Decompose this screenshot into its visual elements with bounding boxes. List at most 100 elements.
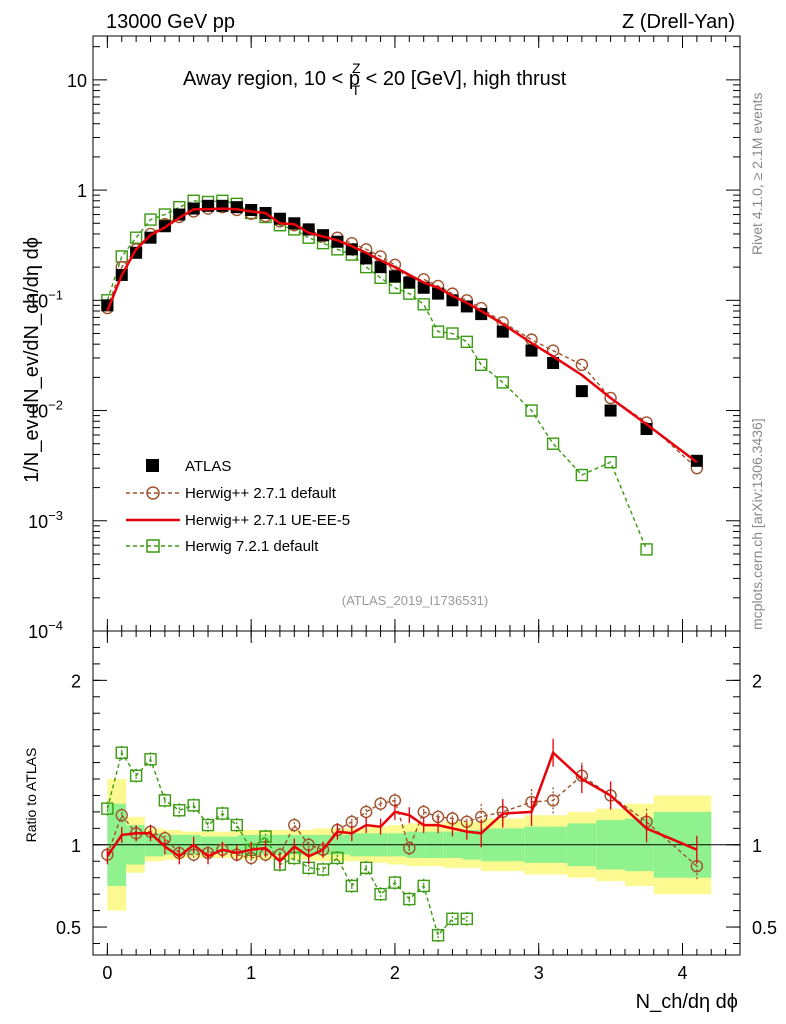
ratio-y-tick-label-right: 1: [752, 836, 762, 856]
ratio-herwig_7-point: [201, 818, 215, 832]
main-herwig_7-point: [431, 325, 445, 338]
ratio-herwig_pp_default-point: [374, 797, 387, 810]
rivet-version-label: Rivet 4.1.0, ≥ 2.1M events: [749, 92, 765, 255]
plot-title: Away region, 10 < pZ T < 20 [GeV], high t…: [183, 60, 567, 98]
ratio-herwig_7-point: [158, 794, 172, 807]
y-tick-label: 1: [77, 181, 87, 201]
ratio-herwig_7-point: [144, 753, 157, 766]
y-tick-label: 10: [67, 71, 87, 91]
x-tick-label: 4: [677, 963, 687, 983]
ratio-herwig_pp_default-point: [288, 818, 301, 832]
main-herwig_7-point: [546, 437, 560, 450]
ratio-herwig_7-point: [331, 851, 344, 865]
x-axis-label: N_ch/dη dϕ: [636, 991, 738, 1013]
ratio-herwig_7-point: [316, 863, 330, 876]
ratio-uncertainty-band: [93, 779, 740, 911]
ratio-y-tick-label: 2: [71, 671, 81, 691]
main-atlas-point: [496, 325, 509, 338]
main-herwig_7-point: [129, 231, 143, 244]
ratio-y-tick-label-right: 0.5: [752, 918, 777, 938]
ratio-herwig_7-point: [460, 912, 474, 926]
plot-title-main: Away region, 10 < p: [183, 68, 360, 90]
main-herwig_pp_default-line: [106, 206, 698, 469]
ratio-herwig_7-point: [431, 929, 445, 942]
ratio-y-tick-label-right: 2: [752, 671, 762, 691]
ratio-y-tick-label: 0.5: [56, 918, 81, 938]
ratio-herwig_pp_default-point: [115, 809, 128, 822]
ratio-frame: [92, 630, 741, 956]
y-axis-label-main: 1/N_ev dN_ev/dN_ch/dη dϕ: [21, 237, 43, 483]
plot-title-sup: Z: [352, 60, 361, 76]
main-plot-data: [101, 194, 704, 556]
main-atlas-point: [525, 344, 538, 357]
main-herwig_7-point: [475, 358, 488, 372]
main-herwig_7-point: [525, 404, 538, 417]
mcplots-label: mcplots.cern.ch [arXiv:1306.3436]: [749, 418, 765, 630]
main-herwig_pp_ueee5-line: [106, 207, 698, 464]
ratio-herwig_7-point: [230, 818, 243, 832]
ratio-herwig_pp_default-point: [403, 841, 416, 855]
main-atlas-point: [475, 308, 488, 321]
analysis-id-label: (ATLAS_2019_I1736531): [342, 593, 488, 608]
main-herwig_7-point: [640, 543, 653, 556]
main-atlas-point: [173, 208, 186, 221]
main-herwig_7-point: [460, 335, 474, 349]
ratio-herwig_7-point: [359, 861, 373, 875]
ratio-herwig_7-point: [173, 804, 186, 817]
main-herwig_7-point: [144, 213, 157, 226]
main-atlas-point: [547, 356, 560, 369]
main-atlas-point: [604, 404, 617, 417]
ratio-herwig_pp_ueee5-line: [106, 750, 698, 864]
y-tick-label: 10−2: [28, 398, 63, 422]
ratio-herwig_7-point: [446, 912, 459, 926]
process-label: Z (Drell-Yan): [622, 11, 735, 33]
x-tick-label: 3: [534, 963, 544, 983]
y-axis-label-ratio: Ratio to ATLAS: [23, 748, 39, 843]
x-tick-label: 1: [246, 963, 256, 983]
legend-label-herwig-pp-default: Herwig++ 2.7.1 default: [185, 485, 337, 502]
legend-label-atlas: ATLAS: [185, 458, 231, 475]
main-herwig_7-point: [575, 468, 589, 482]
energy-label: 13000 GeV pp: [106, 11, 235, 33]
ratio-herwig_7-point: [129, 769, 143, 782]
ratio-plot-data: [101, 738, 704, 943]
main-atlas-point: [374, 261, 387, 274]
ratio-herwig_7-point: [403, 892, 416, 906]
legend-label-herwig-7: Herwig 7.2.1 default: [185, 538, 319, 555]
main-atlas-point: [403, 276, 416, 289]
axes: 0 1 2 3 4 10 1 10−1 10−2 10−3 10−4 0.5 0.5 1 1 2 2: [28, 35, 777, 983]
main-herwig_7-point: [496, 376, 509, 389]
x-tick-label: 0: [102, 963, 112, 983]
main-herwig_pp_default-point: [604, 391, 617, 405]
plot-title-tail: < 20 [GeV], high thrust: [360, 68, 567, 90]
main-atlas-point: [388, 270, 401, 283]
main-herwig_7-point: [417, 298, 430, 311]
main-atlas-point: [230, 201, 243, 214]
ratio-herwig_7-point: [417, 879, 430, 893]
y-tick-label: 10−4: [28, 618, 63, 642]
ratio-herwig_7-line: [106, 750, 467, 937]
main-herwig_7-point: [604, 455, 617, 469]
legend-marker-herwig-7: [146, 539, 160, 553]
legend-label-herwig-pp-ueee5: Herwig++ 2.7.1 UE-EE-5: [185, 512, 350, 529]
legend-marker-atlas: [146, 459, 159, 472]
ratio-herwig_7-point: [374, 887, 387, 901]
ratio-herwig_pp_default-point: [546, 794, 560, 807]
y-tick-label: 10−3: [28, 508, 63, 532]
main-herwig_7-point: [446, 327, 459, 340]
main-herwig_pp_default-point: [575, 358, 589, 372]
ratio-y-tick-label: 1: [71, 836, 81, 856]
legend: ATLAS Herwig++ 2.7.1 default Herwig++ 2.…: [126, 458, 350, 555]
ratio-herwig_7-point: [101, 802, 114, 815]
legend-marker-herwig-pp-default: [146, 486, 160, 500]
plot-title-sub: T: [352, 82, 361, 98]
x-tick-label: 2: [390, 963, 400, 983]
ratio-herwig_7-point: [187, 799, 200, 812]
main-herwig_7-point: [158, 208, 172, 221]
y-tick-label: 10−1: [28, 287, 63, 311]
ratio-herwig_7-point: [115, 746, 128, 759]
ratio-herwig_7-point: [388, 876, 402, 889]
ratio-herwig_7-point: [345, 879, 358, 893]
main-atlas-point: [575, 385, 588, 398]
